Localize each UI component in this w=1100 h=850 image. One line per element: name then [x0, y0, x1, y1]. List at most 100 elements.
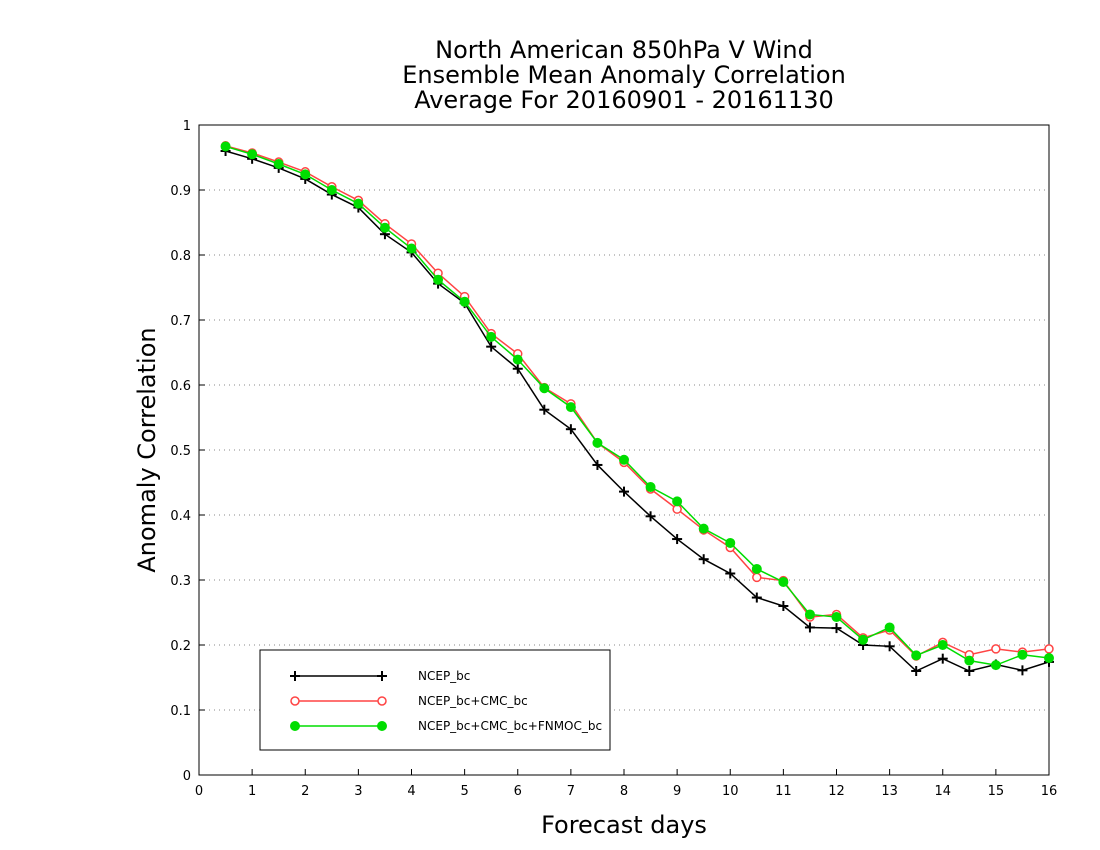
- data-point: [353, 198, 364, 209]
- data-point: [964, 655, 975, 666]
- x-axis: 0 1 2 3 4 5 6 7 8 9 10 11 12 13 14 15 16: [195, 769, 1057, 799]
- x-tick-label: 10: [722, 784, 739, 799]
- y-axis-title: Anomaly Correlation: [133, 327, 161, 572]
- x-tick-label: 13: [881, 784, 898, 799]
- x-tick-label: 3: [354, 784, 362, 799]
- series-line: [225, 145, 1050, 666]
- data-point: [751, 563, 762, 574]
- data-point: [698, 554, 709, 565]
- legend-label: NCEP_bc+CMC_bc: [418, 694, 528, 708]
- data-point: [884, 641, 895, 652]
- x-tick-label: 7: [567, 784, 575, 799]
- data-point: [725, 537, 736, 548]
- chart-title-line: North American 850hPa V Wind: [435, 36, 813, 64]
- series-NCEP_bc+CMC_bc+FNMOC_bc: [220, 141, 1054, 671]
- data-point: [619, 486, 629, 497]
- y-tick-label: 0.2: [170, 639, 191, 654]
- data-point: [964, 666, 975, 676]
- data-point: [831, 623, 842, 634]
- gridlines: [199, 189, 1049, 711]
- data-point: [884, 622, 895, 633]
- data-point: [725, 568, 736, 579]
- chart-title-line: Average For 20160901 - 20161130: [414, 86, 834, 114]
- y-tick-label: 0.8: [170, 249, 191, 264]
- data-point: [1017, 665, 1028, 676]
- y-axis: 0 0.1 0.2 0.3 0.4 0.5 0.6 0.7 0.8 0.9 1: [170, 119, 205, 784]
- legend-item: NCEP_bc+CMC_bc: [290, 694, 528, 708]
- data-point: [991, 644, 1001, 654]
- data-point: [300, 169, 311, 180]
- data-point: [592, 459, 603, 470]
- data-point: [290, 696, 300, 706]
- x-tick-label: 6: [514, 784, 522, 799]
- y-tick-label: 0.1: [170, 704, 191, 719]
- y-tick-label: 0.9: [170, 184, 191, 199]
- data-point: [698, 523, 709, 534]
- data-point: [377, 696, 387, 706]
- x-tick-label: 5: [460, 784, 468, 799]
- x-tick-label: 16: [1041, 784, 1058, 799]
- data-point: [990, 660, 1001, 671]
- y-tick-label: 0.7: [170, 314, 191, 329]
- data-point: [290, 671, 300, 681]
- data-point: [247, 149, 258, 160]
- x-tick-label: 8: [620, 784, 628, 799]
- y-tick-label: 0.3: [170, 574, 191, 589]
- x-tick-label: 1: [248, 784, 256, 799]
- data-point: [1017, 649, 1028, 660]
- data-point: [379, 222, 390, 233]
- series-NCEP_bc: [220, 146, 1054, 676]
- data-point: [486, 331, 497, 342]
- data-point: [377, 721, 387, 731]
- data-point: [752, 572, 762, 583]
- legend-item: NCEP_bc+CMC_bc+FNMOC_bc: [290, 719, 602, 733]
- x-tick-label: 12: [828, 784, 845, 799]
- data-point: [911, 666, 922, 676]
- data-point: [290, 721, 300, 731]
- x-tick-label: 0: [195, 784, 203, 799]
- data-point: [486, 341, 497, 352]
- data-point: [804, 622, 815, 633]
- data-point: [751, 592, 762, 603]
- x-tick-label: 11: [775, 784, 792, 799]
- legend-label: NCEP_bc+CMC_bc+FNMOC_bc: [418, 719, 602, 733]
- data-point: [433, 274, 444, 285]
- data-point: [377, 671, 387, 681]
- data-point: [911, 650, 922, 661]
- data-point: [1044, 653, 1054, 663]
- data-point: [778, 576, 789, 587]
- data-point: [645, 482, 656, 493]
- x-axis-title: Forecast days: [541, 811, 707, 839]
- data-point: [512, 363, 523, 374]
- data-point: [1044, 644, 1054, 654]
- data-point: [592, 437, 603, 448]
- chart-title-line: Ensemble Mean Anomaly Correlation: [402, 61, 846, 89]
- legend-box: [259, 649, 611, 751]
- legend-label: NCEP_bc: [418, 669, 470, 683]
- y-tick-label: 0.5: [170, 444, 191, 459]
- series-layer: [220, 141, 1054, 676]
- data-point: [831, 612, 842, 623]
- data-point: [565, 402, 576, 413]
- data-point: [645, 511, 656, 522]
- legend: NCEP_bc NCEP_bc+CMC_bc NCEP_bc+CMC_bc+FNMO…: [259, 649, 611, 751]
- y-tick-label: 0.4: [170, 509, 191, 524]
- data-point: [937, 653, 948, 664]
- x-tick-label: 9: [673, 784, 681, 799]
- y-tick-label: 1: [183, 119, 191, 134]
- series-line: [225, 150, 1050, 672]
- data-point: [539, 383, 550, 394]
- data-point: [565, 424, 576, 435]
- y-tick-label: 0: [183, 769, 191, 784]
- data-point: [778, 601, 789, 611]
- x-tick-label: 4: [407, 784, 415, 799]
- data-point: [858, 634, 869, 645]
- y-tick-label: 0.6: [170, 379, 191, 394]
- data-point: [406, 243, 417, 254]
- data-point: [326, 185, 337, 195]
- legend-item: NCEP_bc: [290, 669, 470, 683]
- data-point: [273, 159, 284, 169]
- data-point: [619, 454, 629, 465]
